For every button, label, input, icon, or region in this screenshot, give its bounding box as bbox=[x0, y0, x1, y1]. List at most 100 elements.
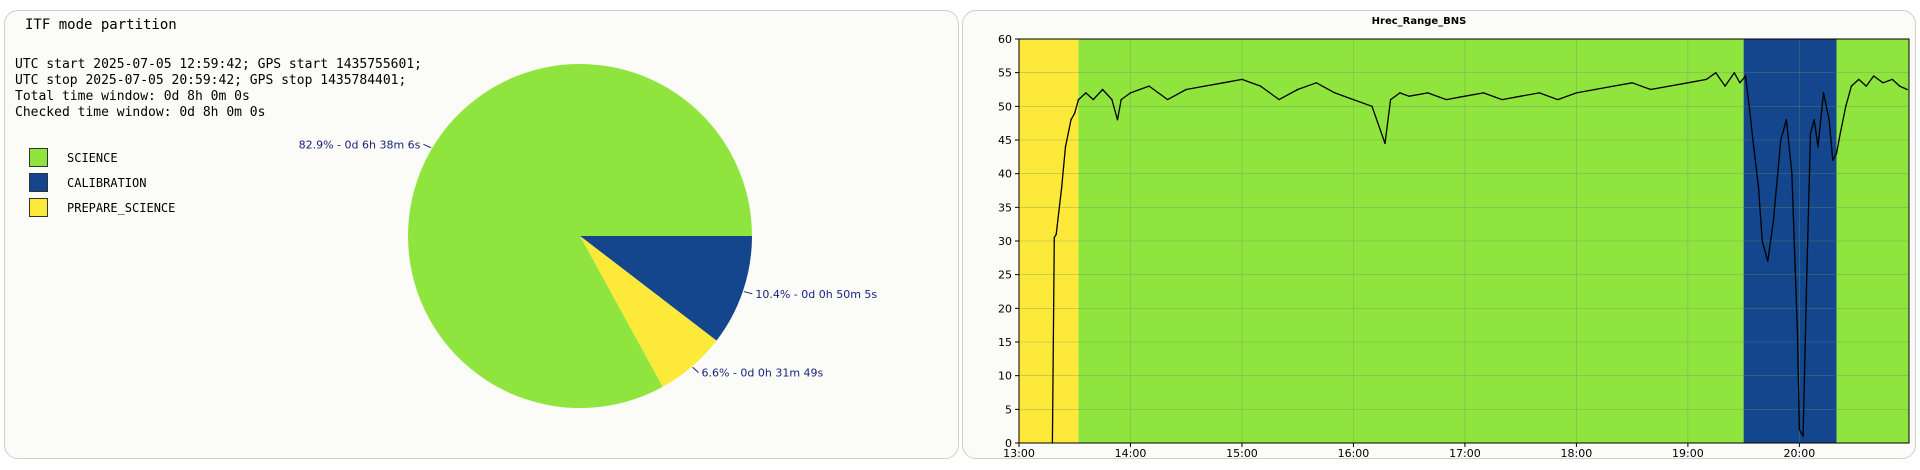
data-point bbox=[1650, 88, 1652, 91]
data-point bbox=[1594, 88, 1596, 91]
data-point bbox=[1222, 82, 1225, 84]
data-point bbox=[1891, 78, 1893, 81]
data-point bbox=[1120, 98, 1122, 101]
data-point bbox=[1906, 88, 1908, 91]
data-point bbox=[1835, 152, 1838, 155]
data-point bbox=[1259, 85, 1262, 87]
data-point bbox=[1389, 98, 1392, 101]
pie-chart: 10.4% - 0d 0h 50m 5s 6.6% - 0d 0h 31m 49s… bbox=[299, 63, 877, 408]
pie-slice-label: 82.9% - 0d 6h 38m 6s bbox=[299, 138, 421, 151]
data-point bbox=[1882, 82, 1884, 84]
checked-window-line: Checked time window: 0d 8h 0m 0s bbox=[15, 105, 266, 120]
data-point bbox=[1772, 220, 1775, 222]
data-point bbox=[1166, 98, 1169, 101]
data-point bbox=[1850, 85, 1853, 87]
y-tick-label: 10 bbox=[998, 370, 1012, 383]
data-point bbox=[1744, 75, 1747, 77]
data-point bbox=[1575, 92, 1578, 94]
utc-stop-line: UTC stop 2025-07-05 20:59:42; GPS stop 1… bbox=[15, 73, 407, 88]
data-point bbox=[1631, 82, 1633, 84]
data-point bbox=[1733, 71, 1736, 74]
data-point bbox=[1796, 334, 1799, 336]
data-point bbox=[1064, 146, 1067, 148]
legend-swatch bbox=[29, 148, 48, 167]
data-point bbox=[1557, 98, 1559, 101]
data-point bbox=[1241, 78, 1243, 81]
data-point bbox=[1813, 119, 1815, 121]
data-point bbox=[1872, 75, 1875, 77]
data-point bbox=[1399, 92, 1401, 94]
data-point bbox=[1204, 85, 1206, 87]
data-point bbox=[1053, 236, 1056, 239]
data-point bbox=[1055, 233, 1057, 235]
data-point bbox=[1828, 119, 1830, 121]
data-point bbox=[1809, 132, 1812, 134]
data-point bbox=[1865, 85, 1867, 87]
data-point bbox=[1464, 95, 1466, 97]
data-point bbox=[1761, 240, 1763, 242]
pie-slice-label: 6.6% - 0d 0h 31m 49s bbox=[702, 367, 824, 380]
data-point bbox=[1334, 92, 1336, 94]
data-point bbox=[1408, 95, 1410, 97]
pie-label-leader bbox=[692, 366, 699, 373]
data-point bbox=[1315, 82, 1317, 84]
line-chart: Hrec_Range_BNS 0 5 10 15 20 25 30 35 40 45 50 55 60 1… bbox=[998, 16, 1910, 459]
data-point bbox=[1352, 98, 1355, 101]
data-point bbox=[1757, 186, 1760, 188]
y-tick-label: 5 bbox=[1005, 403, 1012, 416]
mode-partition-panel: ITF mode partition UTC start 2025-07-05 … bbox=[4, 10, 959, 459]
data-point bbox=[1791, 172, 1793, 175]
x-tick-label: 17:00 bbox=[1449, 447, 1481, 459]
data-point bbox=[1077, 98, 1080, 101]
x-tick-label: 13:00 bbox=[1003, 447, 1035, 459]
y-tick-label: 25 bbox=[998, 269, 1012, 282]
pie-label-leader bbox=[423, 143, 432, 149]
y-tick-label: 50 bbox=[998, 100, 1012, 113]
y-tick-label: 35 bbox=[998, 201, 1012, 214]
chart-title: Hrec_Range_BNS bbox=[1372, 16, 1467, 27]
data-point bbox=[1111, 98, 1113, 101]
data-point bbox=[1780, 139, 1782, 141]
data-point bbox=[1802, 435, 1804, 437]
data-point bbox=[1371, 105, 1373, 108]
data-point bbox=[1501, 98, 1503, 101]
legend-swatch bbox=[29, 173, 48, 192]
time-info: UTC start 2025-07-05 12:59:42; GPS start… bbox=[15, 57, 422, 121]
data-point bbox=[1899, 85, 1901, 87]
data-point bbox=[1806, 273, 1808, 276]
range-timeseries-panel: Hrec_Range_BNS 0 5 10 15 20 25 30 35 40 45 50 55 60 1… bbox=[962, 10, 1916, 459]
data-point bbox=[1085, 92, 1087, 94]
y-tick-label: 55 bbox=[998, 67, 1012, 80]
y-tick-label: 0 bbox=[1005, 437, 1012, 450]
x-tick-label: 19:00 bbox=[1672, 447, 1704, 459]
data-point bbox=[1715, 71, 1717, 74]
data-point bbox=[1445, 98, 1448, 101]
total-window-line: Total time window: 0d 8h 0m 0s bbox=[15, 89, 250, 104]
data-point bbox=[1752, 139, 1754, 141]
data-point bbox=[1858, 78, 1860, 81]
data-point bbox=[1612, 85, 1615, 87]
pie-slice-science bbox=[407, 63, 752, 408]
data-point bbox=[1157, 92, 1160, 94]
data-point bbox=[1384, 142, 1386, 145]
data-point bbox=[1482, 92, 1485, 94]
y-tick-label: 40 bbox=[998, 168, 1012, 181]
data-point bbox=[1832, 159, 1834, 161]
data-point bbox=[1668, 85, 1671, 87]
pie-label-leader bbox=[743, 291, 753, 295]
data-point bbox=[1845, 105, 1847, 108]
data-point bbox=[1070, 119, 1072, 121]
data-point bbox=[1687, 82, 1689, 84]
utc-start-line: UTC start 2025-07-05 12:59:42; GPS start… bbox=[15, 57, 422, 72]
data-point bbox=[1116, 119, 1119, 121]
y-tick-label: 45 bbox=[998, 134, 1012, 147]
data-point bbox=[1748, 105, 1750, 108]
pie-slice-calibration bbox=[580, 236, 752, 341]
data-point bbox=[1798, 428, 1801, 431]
x-tick-label: 15:00 bbox=[1226, 447, 1258, 459]
y-tick-label: 30 bbox=[998, 235, 1012, 248]
data-point bbox=[1074, 112, 1076, 114]
legend-swatch bbox=[29, 198, 48, 217]
pie-slice-prepare-science bbox=[580, 236, 717, 387]
legend-label: PREPARE_SCIENCE bbox=[67, 201, 176, 215]
